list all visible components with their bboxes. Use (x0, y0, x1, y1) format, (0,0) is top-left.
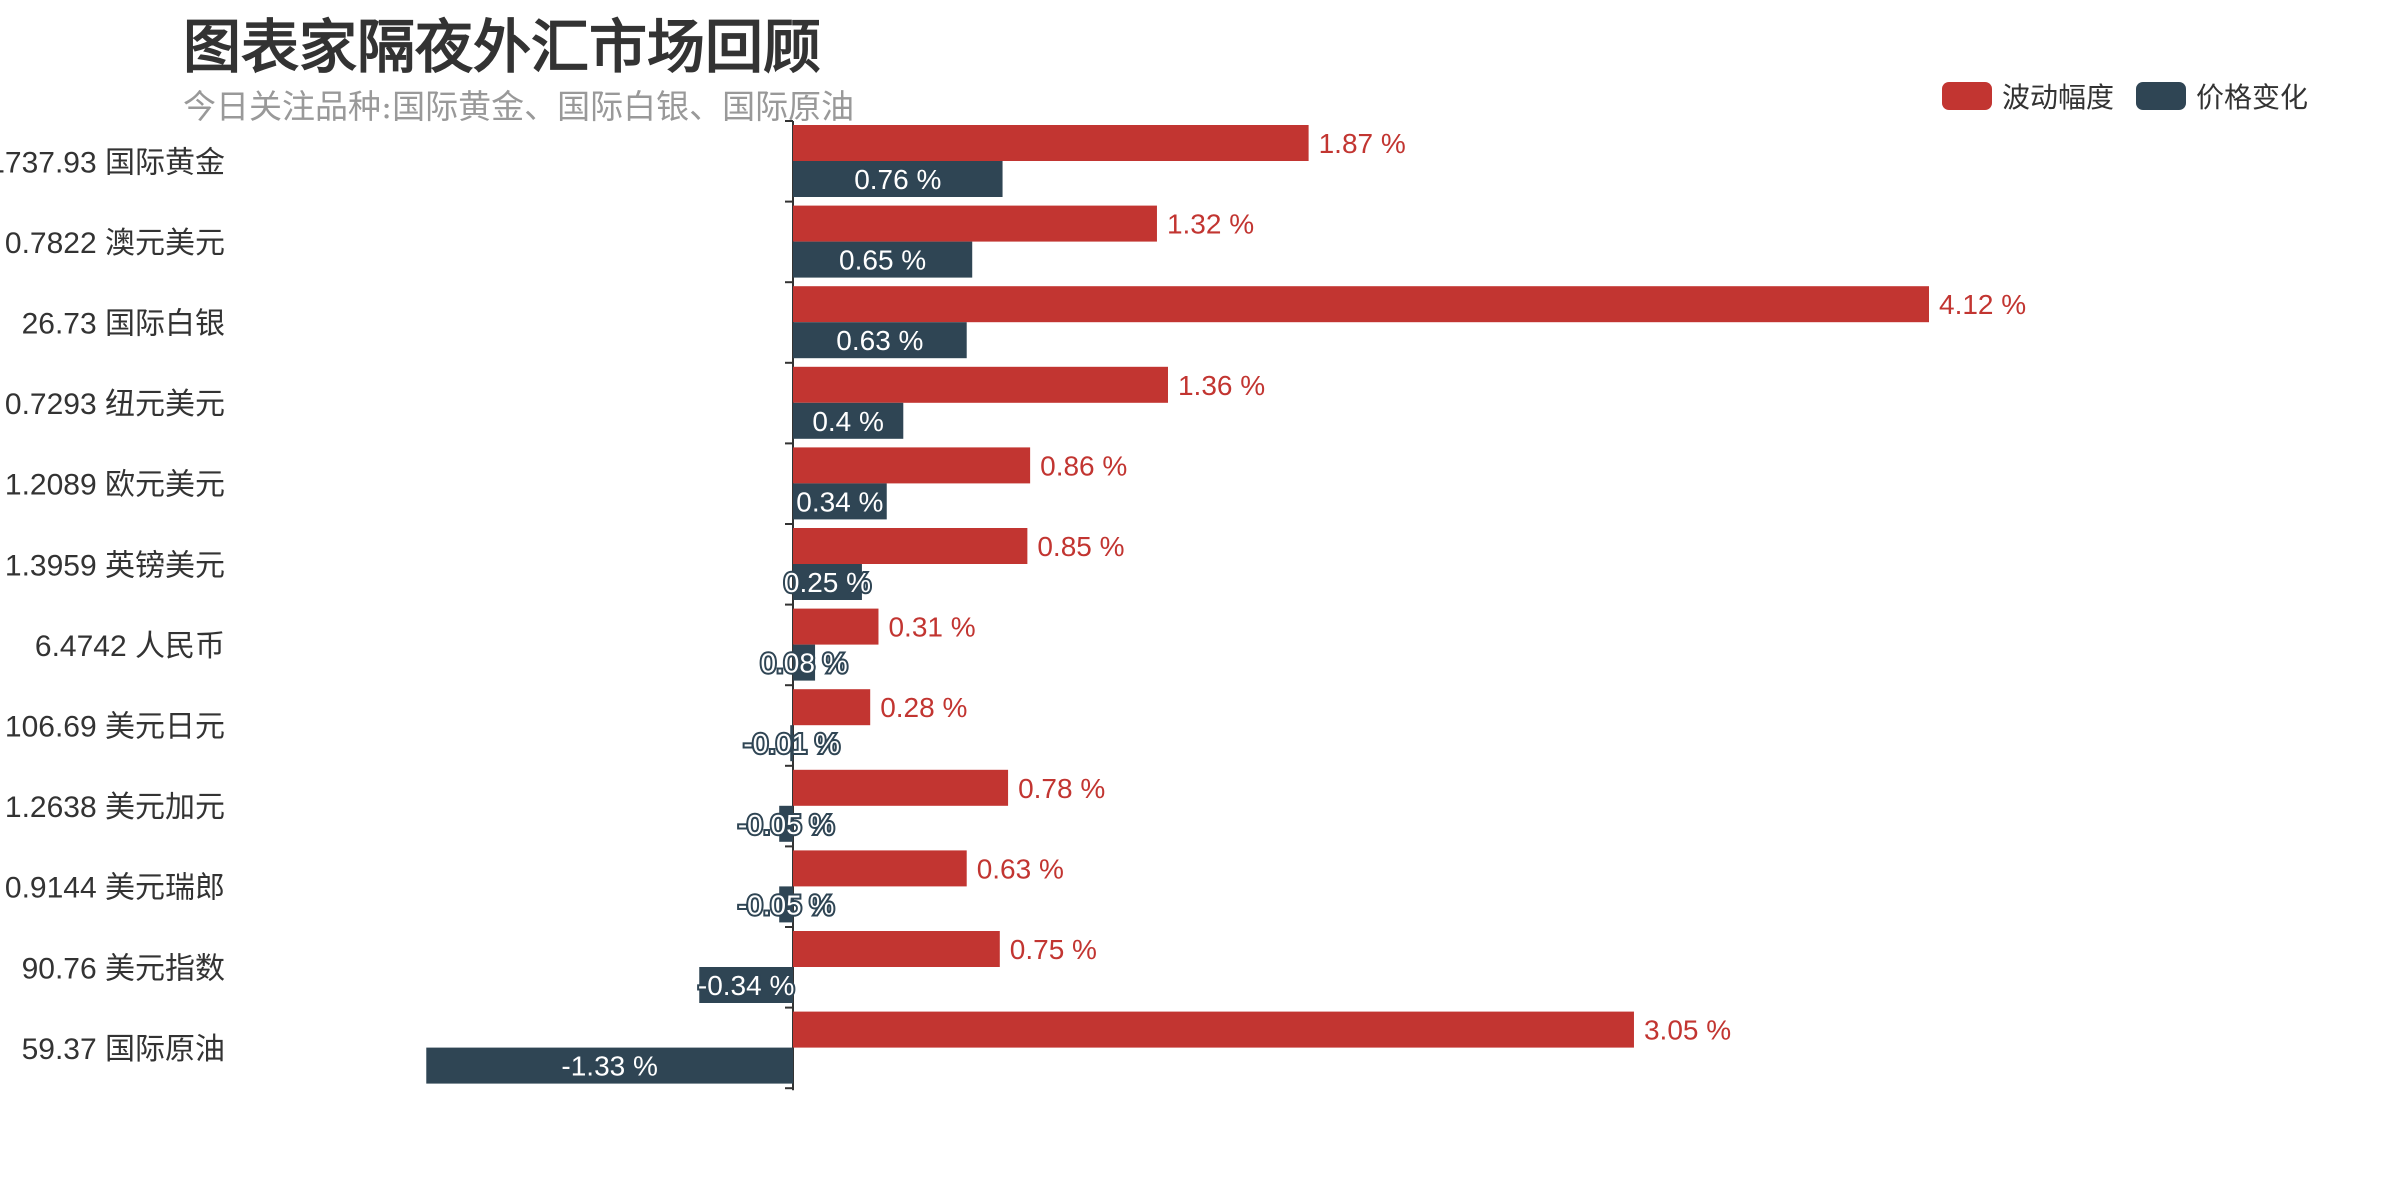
bar-price-change (793, 402, 904, 439)
bar-price-change (793, 322, 967, 359)
data-label-volatility: 3.05 % (1644, 1015, 1731, 1046)
data-label-price-change: 0.76 % (854, 164, 941, 195)
data-label-volatility: 0.31 % (888, 612, 975, 643)
bar-price-change (793, 161, 1003, 197)
bar-price-change (793, 483, 887, 520)
bar-price-change (779, 805, 793, 842)
category-label: 90.76 美元指数 (22, 952, 225, 985)
bar-volatility (793, 608, 879, 645)
category-label: 1.2638 美元加元 (5, 791, 225, 824)
bar-volatility (793, 769, 1009, 806)
legend-swatch-volatility (1941, 82, 1992, 110)
bar-volatility (793, 447, 1031, 484)
data-label-price-change: 0.65 % (839, 245, 926, 276)
category-label: 1.2089 欧元美元 (5, 469, 225, 502)
data-label-price-change: -0.01 % (743, 728, 840, 759)
data-label-price-change: 0.4 % (812, 406, 884, 437)
bar-price-change (699, 967, 793, 1003)
data-label-price-change: 0.63 % (836, 325, 923, 356)
bar-volatility (793, 125, 1309, 161)
legend-swatch-price-change (2135, 82, 2186, 110)
category-label: 26.73 国际白银 (22, 308, 225, 341)
chart-title: 图表家隔夜外汇市场回顾 (183, 13, 822, 81)
legend-item-price-change[interactable]: 价格变化 (2135, 76, 2308, 116)
bar-price-change (426, 1047, 793, 1084)
category-label: 0.7822 澳元美元 (5, 227, 225, 260)
category-label: 0.7293 纽元美元 (5, 388, 225, 421)
data-label-volatility: 0.78 % (1018, 773, 1105, 804)
bar-volatility (793, 931, 1000, 967)
data-label-volatility: 0.75 % (1010, 934, 1097, 965)
data-label-price-change: 0.34 % (796, 486, 883, 517)
legend: 波动幅度 价格变化 (1920, 76, 2308, 116)
data-label-volatility: 1.36 % (1178, 370, 1265, 401)
bar-volatility (793, 528, 1028, 564)
data-label-volatility: 0.86 % (1040, 450, 1127, 481)
bar-price-change (793, 241, 973, 278)
data-label-volatility: 1.32 % (1167, 209, 1254, 240)
bar-price-change (793, 644, 816, 681)
legend-label-price-change: 价格变化 (2195, 81, 2308, 114)
data-label-price-change: -1.33 % (561, 1051, 658, 1082)
data-label-volatility: 1.87 % (1319, 128, 1406, 159)
bar-price-change (793, 564, 862, 600)
bar-volatility (793, 205, 1157, 242)
data-label-volatility: 0.63 % (977, 853, 1064, 884)
data-label-price-change: -0.05 % (738, 889, 835, 920)
bar-volatility (793, 366, 1168, 403)
category-label: 59.37 国际原油 (22, 1033, 225, 1066)
bar-price-change (779, 886, 793, 923)
category-label: 6.4742 人民币 (35, 630, 225, 663)
category-label: 0.9144 美元瑞郎 (5, 872, 225, 905)
category-label: 1737.93 国际黄金 (0, 146, 225, 179)
bar-price-change (790, 725, 793, 762)
legend-item-volatility[interactable]: 波动幅度 (1941, 76, 2114, 116)
bar-volatility (793, 689, 871, 726)
legend-label-volatility: 波动幅度 (2001, 81, 2114, 114)
bar-volatility (793, 286, 1929, 323)
data-label-volatility: 0.85 % (1037, 531, 1124, 562)
chart-subtitle: 今日关注品种:国际黄金、国际白银、国际原油 (183, 87, 855, 126)
data-label-volatility: 0.28 % (880, 692, 967, 723)
category-label: 106.69 美元日元 (5, 711, 225, 744)
data-label-volatility: 4.12 % (1939, 289, 2026, 320)
bar-volatility (793, 1011, 1634, 1048)
category-label: 1.3959 英镑美元 (5, 549, 225, 582)
data-label-price-change: -0.34 % (698, 970, 795, 1001)
data-label-price-change: 0.08 % (760, 648, 847, 679)
data-label-price-change: 0.25 % (784, 567, 871, 598)
bar-volatility (793, 850, 967, 887)
data-label-price-change: -0.05 % (738, 809, 835, 840)
